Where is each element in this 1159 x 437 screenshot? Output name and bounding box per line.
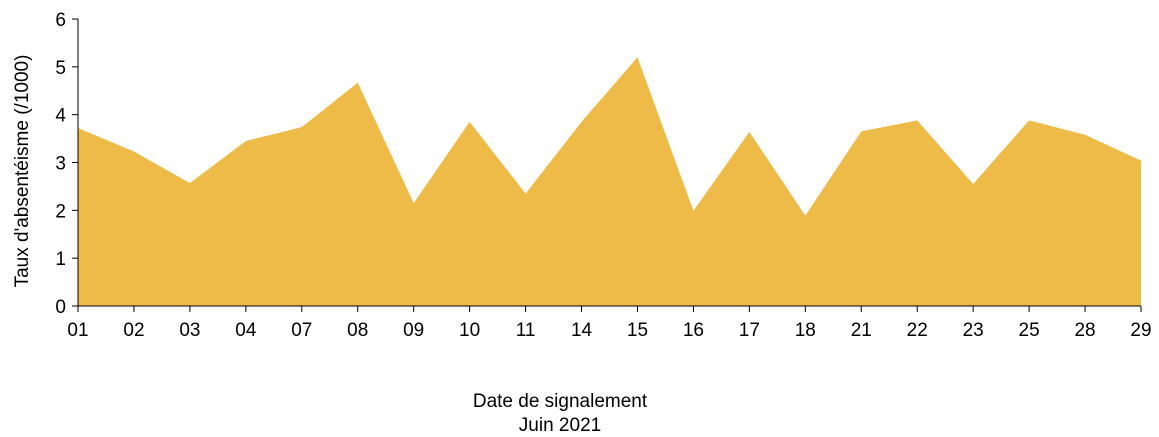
x-tick-label: 10 — [459, 320, 480, 341]
x-tick-label: 07 — [291, 320, 312, 341]
x-tick-label: 22 — [907, 320, 928, 341]
x-tick-label: 11 — [516, 320, 536, 341]
x-tick-label: 02 — [123, 320, 144, 341]
x-tick-label: 09 — [403, 320, 424, 341]
x-tick-label: 16 — [683, 320, 704, 341]
x-tick-label: 29 — [1130, 320, 1151, 341]
y-tick-label: 1 — [55, 249, 66, 270]
x-tick-label: 01 — [67, 320, 88, 341]
x-tick-label: 25 — [1019, 320, 1040, 341]
x-tick-label: 17 — [739, 320, 760, 341]
y-ticks: 0 1 2 3 4 5 6 — [55, 10, 78, 318]
x-tick-label: 08 — [347, 320, 368, 341]
x-ticks: 01 02 03 04 07 08 09 10 11 14 15 16 17 18 21 22 23 25 28 29 — [67, 306, 1152, 341]
y-tick-label: 2 — [55, 201, 66, 222]
x-axis-title: Date de signalement — [473, 391, 648, 412]
area-layer — [78, 57, 1141, 306]
x-tick-label: 04 — [235, 320, 257, 341]
y-tick-label: 4 — [55, 106, 66, 127]
y-tick-label: 6 — [55, 10, 66, 31]
y-axis-title: Taux d'absentéisme (/1000) — [12, 55, 33, 288]
x-tick-label: 23 — [963, 320, 984, 341]
x-tick-label: 21 — [851, 320, 872, 341]
x-tick-label: 28 — [1074, 320, 1095, 341]
y-tick-label: 0 — [55, 297, 66, 318]
x-tick-label: 18 — [795, 320, 816, 341]
y-tick-label: 3 — [55, 154, 66, 175]
x-axis-subtitle: Juin 2021 — [519, 415, 601, 436]
y-tick-label: 5 — [55, 58, 66, 79]
x-tick-label: 03 — [179, 320, 200, 341]
area-series-0 — [78, 57, 1141, 306]
x-tick-label: 14 — [571, 320, 593, 341]
x-tick-label: 15 — [627, 320, 648, 341]
